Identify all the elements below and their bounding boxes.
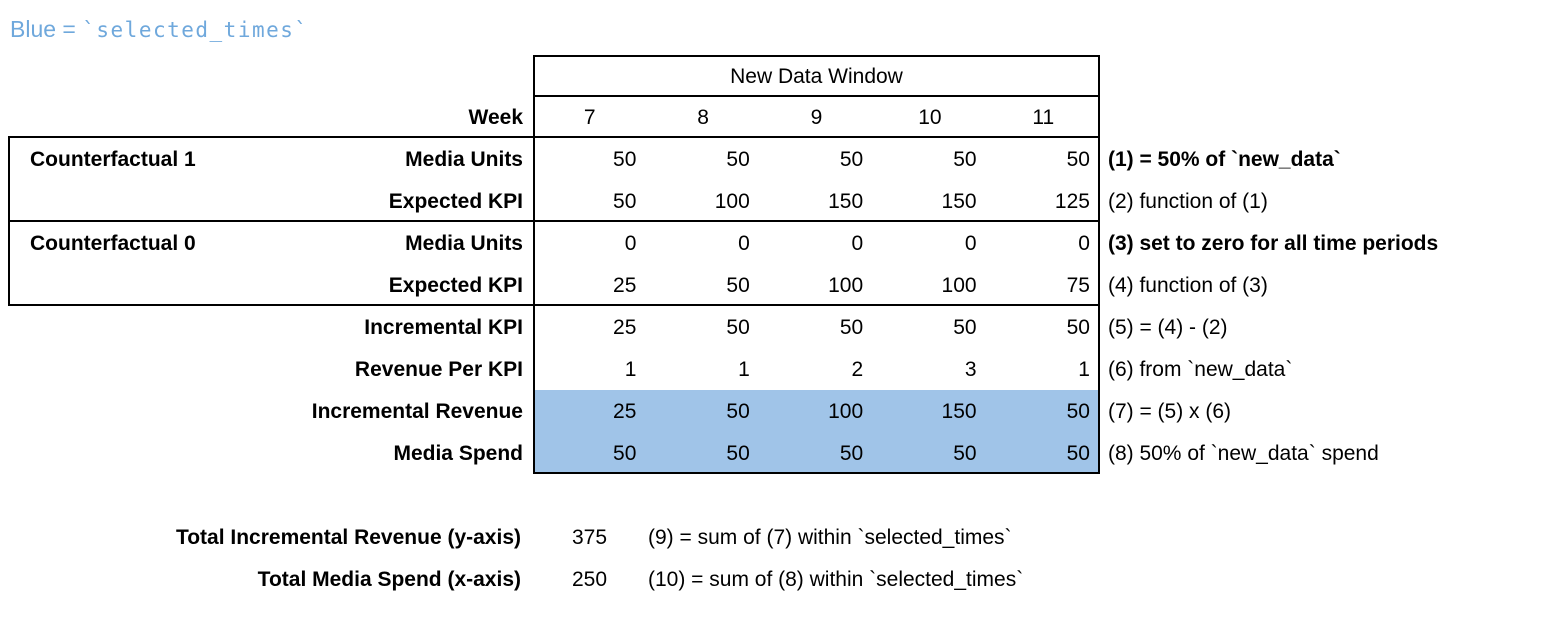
value-cell: 125 [1054, 189, 1090, 213]
summary-annotation: (10) = sum of (8) within `selected_times… [648, 567, 1024, 591]
legend-label: Blue = [10, 16, 83, 42]
value-cell: 100 [714, 189, 750, 213]
value-cell: 0 [738, 231, 750, 255]
week-column-header: 9 [810, 106, 823, 129]
row-label: Expected KPI [388, 273, 523, 297]
row-annotation: (1) = 50% of `new_data` [1107, 147, 1341, 171]
row-label: Incremental KPI [364, 315, 523, 339]
value-cell-highlighted: 50 [646, 390, 760, 432]
row-label: Incremental Revenue [311, 399, 523, 423]
value-cell: 50 [1066, 315, 1090, 339]
group-label [8, 348, 270, 390]
week-column-header: 7 [583, 106, 596, 129]
group-label [8, 264, 270, 306]
summary-label: Total Media Spend (x-axis) [257, 567, 521, 591]
value-cell-highlighted: 50 [646, 432, 760, 474]
group-label [8, 306, 270, 348]
value-cell-highlighted: 50 [986, 432, 1100, 474]
value-cell: 50 [613, 147, 637, 171]
value-cell: 150 [941, 189, 977, 213]
value-cell: 150 [828, 189, 864, 213]
group-label: Counterfactual 1 [30, 147, 196, 171]
value-cell: 2 [851, 357, 864, 381]
value-cell: 1 [624, 357, 637, 381]
value-cell: 25 [613, 315, 637, 339]
week-column-header: 8 [697, 106, 709, 129]
summary-annotation: (9) = sum of (7) within `selected_times` [648, 525, 1012, 549]
value-cell: 0 [964, 231, 977, 255]
value-cell-highlighted: 100 [759, 390, 874, 432]
empty-cell [8, 55, 270, 97]
empty-cell [8, 97, 270, 138]
row-annotation: (5) = (4) - (2) [1107, 315, 1228, 339]
row-label: Media Spend [393, 441, 523, 465]
empty-cell [270, 55, 533, 97]
value-cell: 0 [1078, 231, 1090, 255]
value-cell: 50 [953, 147, 977, 171]
value-cell-highlighted: 150 [873, 390, 987, 432]
value-cell: 50 [726, 315, 750, 339]
value-cell-highlighted: 25 [533, 390, 647, 432]
legend: Blue = `selected_times` [10, 16, 309, 43]
value-cell: 75 [1066, 273, 1090, 297]
value-cell: 100 [941, 273, 977, 297]
value-cell: 1 [738, 357, 750, 381]
row-label: Media Units [405, 231, 523, 255]
summary-value: 250 [571, 567, 608, 591]
value-cell: 0 [851, 231, 864, 255]
summary-value: 375 [571, 525, 608, 549]
value-cell: 25 [613, 273, 637, 297]
empty-cell [1100, 55, 1544, 97]
value-cell-highlighted: 50 [533, 432, 647, 474]
row-annotation: (8) 50% of `new_data` spend [1107, 441, 1379, 465]
week-column-header: 11 [1032, 106, 1055, 129]
group-label [8, 432, 270, 474]
row-annotation: (4) function of (3) [1107, 273, 1268, 297]
value-cell: 50 [839, 147, 864, 171]
group-label: Counterfactual 0 [30, 231, 196, 255]
empty-cell [1100, 97, 1544, 138]
value-cell-highlighted: 50 [873, 432, 987, 474]
value-cell: 100 [828, 273, 864, 297]
row-annotation: (3) set to zero for all time periods [1107, 231, 1439, 255]
value-cell: 0 [624, 231, 637, 255]
value-cell-highlighted: 50 [759, 432, 874, 474]
week-column-header: 10 [918, 106, 942, 129]
value-cell: 50 [726, 147, 750, 171]
legend-code: `selected_times` [82, 18, 309, 42]
value-cell-highlighted: 50 [986, 390, 1100, 432]
row-label: Revenue Per KPI [354, 357, 523, 381]
row-annotation: (2) function of (1) [1107, 189, 1268, 213]
row-label: Expected KPI [388, 189, 523, 213]
value-cell: 1 [1078, 357, 1090, 381]
new-data-window-header: New Data Window [730, 64, 903, 88]
value-cell: 50 [839, 315, 864, 339]
week-label: Week [468, 106, 523, 129]
row-label: Media Units [405, 147, 523, 171]
data-table: New Data Window Week 7 8 9 10 11 Counter… [8, 55, 1544, 474]
value-cell: 50 [726, 273, 750, 297]
row-annotation: (7) = (5) x (6) [1107, 399, 1232, 423]
value-cell: 50 [1066, 147, 1090, 171]
value-cell: 50 [953, 315, 977, 339]
value-cell: 3 [964, 357, 977, 381]
summary-section: Total Incremental Revenue (y-axis) 375 (… [8, 516, 1544, 600]
group-label [8, 180, 270, 222]
summary-label: Total Incremental Revenue (y-axis) [175, 525, 521, 549]
value-cell: 50 [613, 189, 637, 213]
row-annotation: (6) from `new_data` [1107, 357, 1293, 381]
group-label [8, 390, 270, 432]
